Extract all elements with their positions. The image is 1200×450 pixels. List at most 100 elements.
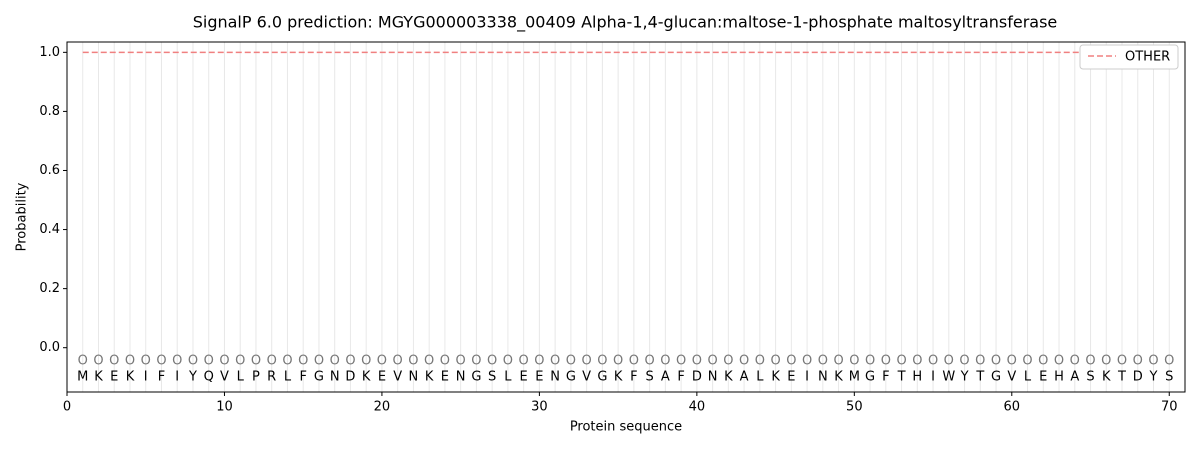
residue-letter: E [1039, 370, 1047, 385]
residue-letter: E [378, 370, 386, 385]
residue-state-label: O [959, 354, 969, 369]
residue-state-label: O [865, 354, 875, 369]
residue-state-label: O [786, 354, 796, 369]
residue-letter: F [299, 370, 306, 385]
residue-state-label: O [833, 354, 843, 369]
residue-letter: L [504, 370, 512, 385]
x-tick-label: 10 [216, 400, 233, 415]
residue-state-label: O [881, 354, 891, 369]
residue-letter: A [661, 370, 670, 385]
legend-label: OTHER [1125, 50, 1170, 65]
residue-letter: K [425, 370, 434, 385]
residue-letter: T [975, 370, 984, 385]
residue-state-label: O [755, 354, 765, 369]
residue-state-label: O [487, 354, 497, 369]
residue-letter: L [1024, 370, 1032, 385]
residue-state-label: O [298, 354, 308, 369]
residue-state-label: O [1085, 354, 1095, 369]
residue-state-label: O [676, 354, 686, 369]
residue-state-label: O [172, 354, 182, 369]
residue-state-label: O [219, 354, 229, 369]
x-tick-label: 70 [1161, 400, 1178, 415]
residue-letter: K [1102, 370, 1111, 385]
residue-letter: K [362, 370, 371, 385]
residue-letter: S [1165, 370, 1173, 385]
residue-state-label: O [723, 354, 733, 369]
residue-state-label: O [125, 354, 135, 369]
residue-state-label: O [1101, 354, 1111, 369]
residue-state-label: O [1164, 354, 1174, 369]
residue-letter: P [252, 370, 260, 385]
residue-state-label: O [109, 354, 119, 369]
y-tick-label: 0.6 [39, 163, 60, 178]
residue-letter: M [77, 370, 88, 385]
residue-state-label: O [770, 354, 780, 369]
residue-state-label: O [660, 354, 670, 369]
residue-letter: D [692, 370, 702, 385]
plot-frame [66, 41, 1186, 393]
residue-letter: N [550, 370, 560, 385]
residue-letter: E [787, 370, 795, 385]
residue-letter: Y [960, 370, 969, 385]
residue-letter: G [865, 370, 875, 385]
residue-letter: N [818, 370, 828, 385]
residue-state-label: O [912, 354, 922, 369]
residue-state-label: O [377, 354, 387, 369]
residue-state-label: O [928, 354, 938, 369]
residue-letter: F [158, 370, 165, 385]
residue-letter: K [94, 370, 103, 385]
residue-letter: G [314, 370, 324, 385]
residue-letter: K [724, 370, 733, 385]
residue-letter: I [144, 370, 148, 385]
residue-letter: H [1054, 370, 1064, 385]
residue-state-label: O [204, 354, 214, 369]
residue-state-label: O [707, 354, 717, 369]
residue-state-label: O [818, 354, 828, 369]
x-axis-label: Protein sequence [570, 420, 682, 435]
residue-letter: T [897, 370, 906, 385]
residue-letter: K [126, 370, 135, 385]
residue-letter: A [740, 370, 749, 385]
residue-letter: Y [1149, 370, 1158, 385]
residue-state-label: O [424, 354, 434, 369]
residue-state-label: O [534, 354, 544, 369]
residue-state-label: O [519, 354, 529, 369]
chart-title: SignalP 6.0 prediction: MGYG000003338_00… [193, 13, 1058, 33]
residue-state-label: O [629, 354, 639, 369]
residue-state-label: O [345, 354, 355, 369]
residue-letter: N [409, 370, 419, 385]
residue-letter: N [330, 370, 340, 385]
residue-letter: S [645, 370, 653, 385]
residue-state-label: O [267, 354, 277, 369]
residue-letter: V [220, 370, 229, 385]
residue-state-label: O [440, 354, 450, 369]
y-tick-label: 0.8 [39, 104, 60, 119]
y-tick-label: 0.2 [39, 281, 60, 296]
residue-letter: I [175, 370, 179, 385]
residue-letter: M [849, 370, 860, 385]
residue-state-label: O [550, 354, 560, 369]
residue-letter: G [597, 370, 607, 385]
residue-letter: S [1086, 370, 1094, 385]
residue-state-label: O [503, 354, 513, 369]
residue-state-label: O [991, 354, 1001, 369]
residue-state-label: O [282, 354, 292, 369]
residue-state-label: O [251, 354, 261, 369]
residue-letter: V [1007, 370, 1016, 385]
residue-letter: E [520, 370, 528, 385]
residue-letter: I [805, 370, 809, 385]
residue-state-label: O [330, 354, 340, 369]
residue-state-label: O [1007, 354, 1017, 369]
residue-letter: Q [204, 370, 214, 385]
residue-state-label: O [361, 354, 371, 369]
residue-letter: E [110, 370, 118, 385]
residue-letter: L [237, 370, 245, 385]
residue-state-label: O [156, 354, 166, 369]
residue-state-label: O [692, 354, 702, 369]
x-tick-label: 30 [531, 400, 548, 415]
residue-state-label: O [235, 354, 245, 369]
residue-letter: K [771, 370, 780, 385]
residue-letter: N [456, 370, 466, 385]
residue-state-label: O [456, 354, 466, 369]
residue-state-label: O [393, 354, 403, 369]
